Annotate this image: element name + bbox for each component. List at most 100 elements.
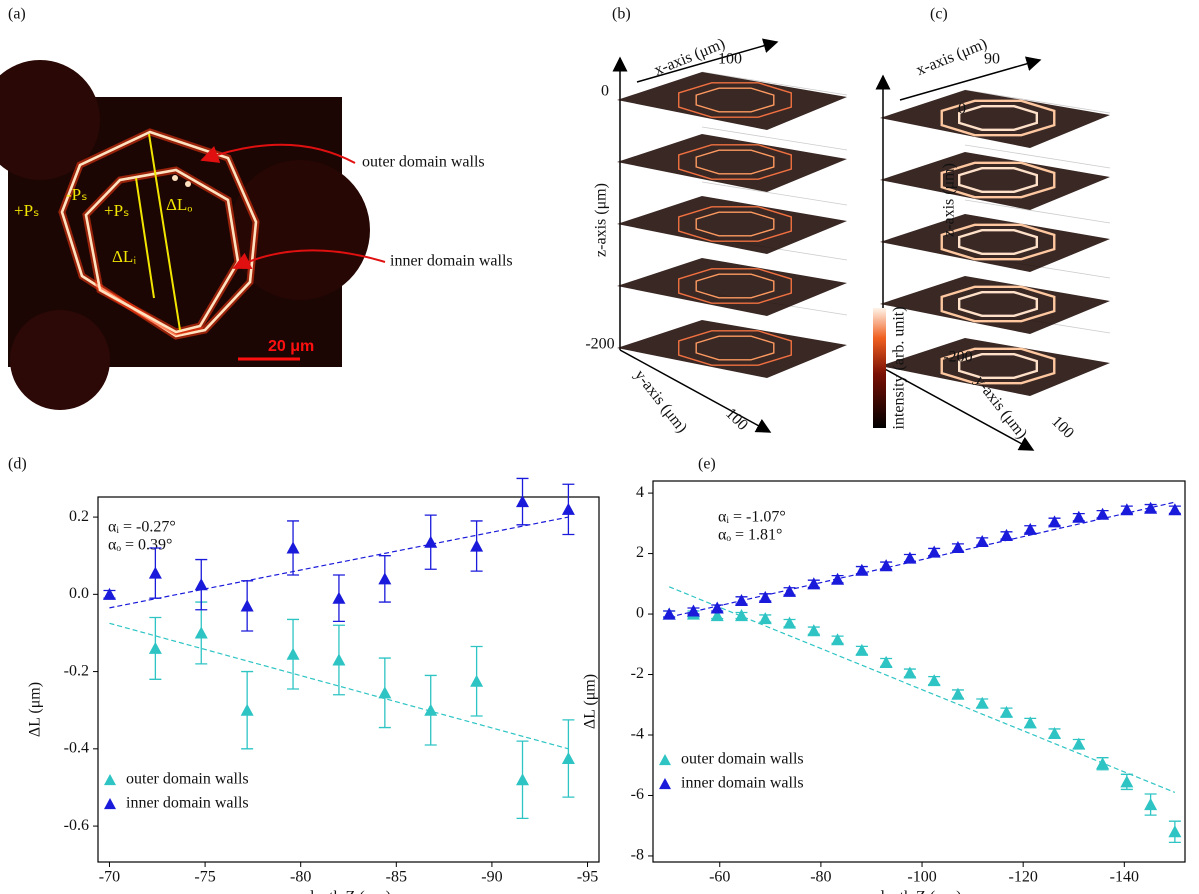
annotation: ΔLₒ <box>166 195 192 214</box>
plot-frame <box>652 480 1186 863</box>
axis-label: y-axis (μm) <box>631 367 690 436</box>
y-tick-label: -4 <box>631 726 644 743</box>
colorbar-label: intensity (arb. unit) <box>891 306 908 429</box>
marker <box>927 674 941 687</box>
image-slice <box>880 338 1110 396</box>
annotation: αₒ = 0.39° <box>108 537 172 554</box>
arrow <box>200 143 356 164</box>
legend-marker <box>104 774 116 786</box>
marker <box>662 607 676 620</box>
callout: inner domain walls <box>390 253 513 270</box>
callout: outer domain walls <box>362 154 485 171</box>
marker <box>951 541 965 554</box>
arrow <box>232 249 386 270</box>
panel-label: (e) <box>698 456 716 473</box>
marker <box>561 751 575 765</box>
marker <box>561 502 575 515</box>
fit-line <box>669 501 1176 618</box>
marker <box>903 666 917 679</box>
axis-tick-label: 100 <box>722 405 751 434</box>
x-axis <box>899 56 1042 101</box>
x-tick-label: -70 <box>99 869 120 886</box>
marker <box>424 703 438 716</box>
y-axis <box>619 349 772 433</box>
legend-marker <box>104 798 116 810</box>
marker <box>470 539 484 552</box>
image-slice <box>880 152 1110 210</box>
wall-outline <box>957 352 1039 380</box>
legend-marker <box>659 754 671 766</box>
marker <box>855 563 869 576</box>
image-slice <box>617 258 847 316</box>
y-tick-label: -0.4 <box>64 740 89 757</box>
annotation: αₒ = 1.81° <box>718 527 782 544</box>
annotation: αᵢ = -1.07° <box>718 509 786 526</box>
axis-tick-label: 0 <box>601 83 609 100</box>
marker <box>1023 522 1037 535</box>
x-tick-label: -95 <box>577 869 598 886</box>
wall-outline <box>678 144 792 180</box>
panel-label: (a) <box>8 6 26 23</box>
image-slice <box>617 134 847 192</box>
y-tick-label: -2 <box>631 665 644 682</box>
marker <box>240 703 254 716</box>
annotation: +Pₛ <box>14 201 39 220</box>
box-grid <box>964 89 1111 114</box>
legend-label: inner domain walls <box>126 795 249 812</box>
axis-label: x-axis (μm) <box>914 35 990 79</box>
axis-tick-label: 100 <box>718 51 742 68</box>
box-grid <box>701 181 848 206</box>
annotation: -Pₛ <box>66 185 87 204</box>
marker <box>470 674 484 687</box>
marker <box>1048 726 1062 740</box>
annotation: ΔLᵢ <box>112 247 136 266</box>
marker <box>734 609 748 622</box>
x-tick-label: -80 <box>810 869 831 886</box>
marker <box>734 593 748 606</box>
wall-outline <box>940 161 1056 199</box>
marker <box>1168 825 1182 838</box>
marker <box>999 528 1013 541</box>
marker <box>332 591 346 604</box>
y-axis <box>882 367 1035 451</box>
panel-label: (b) <box>612 6 631 23</box>
marker <box>807 624 821 637</box>
y-tick-label: -0.6 <box>64 817 89 834</box>
x-axis <box>636 38 779 83</box>
marker <box>194 626 208 639</box>
marker <box>903 551 917 564</box>
scale-bar-label: 20 μm <box>268 338 314 355</box>
x-axis-label: depth Z (μm) <box>877 889 962 894</box>
marker <box>783 616 797 629</box>
marker <box>286 541 300 554</box>
marker <box>1144 501 1158 514</box>
marker <box>332 653 346 666</box>
axis-tick-label: -200 <box>943 349 972 366</box>
plot-frame <box>97 496 600 863</box>
marker <box>1072 737 1086 750</box>
marker <box>879 559 893 572</box>
wall-outline <box>678 268 792 304</box>
wall-outline <box>940 223 1056 261</box>
panel-label: (c) <box>930 6 948 23</box>
marker <box>999 705 1013 718</box>
panel-label: (d) <box>8 456 27 473</box>
axis-tick-label: 0 <box>958 101 966 118</box>
y-tick-label: 4 <box>636 484 644 501</box>
charts: (d)-70-75-80-85-90-95-0.6-0.4-0.20.00.2d… <box>8 456 1186 894</box>
marker <box>1096 507 1110 520</box>
marker <box>424 535 438 548</box>
marker <box>831 572 845 585</box>
box-grid <box>964 144 1111 169</box>
marker <box>1120 775 1134 788</box>
marker <box>807 577 821 590</box>
axis-tick-label: 90 <box>984 51 1000 68</box>
marker <box>194 578 208 591</box>
marker <box>783 584 797 597</box>
fit-line <box>109 516 569 609</box>
box-grid <box>701 126 848 151</box>
marker <box>831 633 845 646</box>
marker <box>710 609 724 622</box>
legend-label: outer domain walls <box>126 771 249 788</box>
